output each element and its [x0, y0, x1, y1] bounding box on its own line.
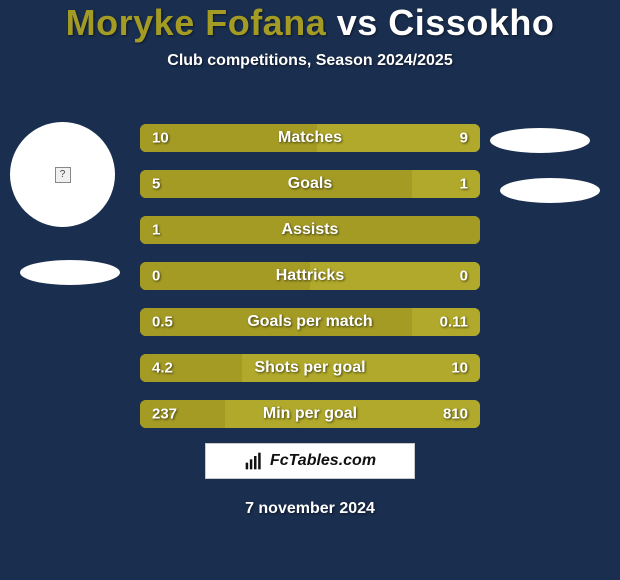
stat-value-right: 0: [460, 268, 468, 285]
stat-value-left: 0.5: [152, 314, 173, 331]
stat-bar-row: Hattricks0 0: [140, 262, 480, 290]
stat-bar-row: Assists1: [140, 216, 480, 244]
stat-label: Goals per match: [140, 313, 480, 331]
stat-label: Matches: [140, 129, 480, 147]
watermark: FcTables.com: [205, 443, 415, 479]
stat-bar-row: Goals per match0.5 0.11: [140, 308, 480, 336]
stat-value-left: 5: [152, 176, 160, 193]
stat-value-right: 0.11: [440, 314, 468, 331]
stat-label: Min per goal: [140, 405, 480, 423]
stat-value-right: 9: [460, 130, 468, 147]
stat-bar-row: Min per goal237 810: [140, 400, 480, 428]
stat-value-right: 10: [451, 360, 468, 377]
chart-bars-icon: [244, 451, 264, 471]
stat-value-left: 4.2: [152, 360, 173, 377]
player-right-shadow-1: [490, 128, 590, 153]
subtitle: Club competitions, Season 2024/2025: [0, 52, 620, 70]
stat-value-left: 0: [152, 268, 160, 285]
stat-bar-row: Shots per goal4.2 10: [140, 354, 480, 382]
player-right-shadow-2: [500, 178, 600, 203]
stat-bar-row: Matches10 9: [140, 124, 480, 152]
player-left-photo: ?: [10, 122, 115, 227]
player-left-shadow: [20, 260, 120, 285]
title-right-player: Cissokho: [388, 2, 554, 43]
title-left-player: Moryke Fofana: [66, 2, 327, 43]
page-title: Moryke Fofana vs Cissokho: [0, 2, 620, 44]
broken-image-icon: ?: [55, 167, 71, 183]
stat-label: Assists: [140, 221, 480, 239]
stat-label: Hattricks: [140, 267, 480, 285]
stat-value-right: 1: [460, 176, 468, 193]
stat-value-left: 10: [152, 130, 169, 147]
stat-value-right: 810: [443, 406, 468, 423]
stat-value-left: 1: [152, 222, 160, 239]
stat-bar-row: Goals5 1: [140, 170, 480, 198]
stat-value-left: 237: [152, 406, 177, 423]
stat-label: Goals: [140, 175, 480, 193]
watermark-text: FcTables.com: [270, 452, 376, 470]
title-vs: vs: [337, 2, 378, 43]
comparison-bars: Matches109Goals51Assists1Hattricks00Goal…: [140, 124, 480, 446]
date-label: 7 november 2024: [0, 500, 620, 518]
stat-label: Shots per goal: [140, 359, 480, 377]
